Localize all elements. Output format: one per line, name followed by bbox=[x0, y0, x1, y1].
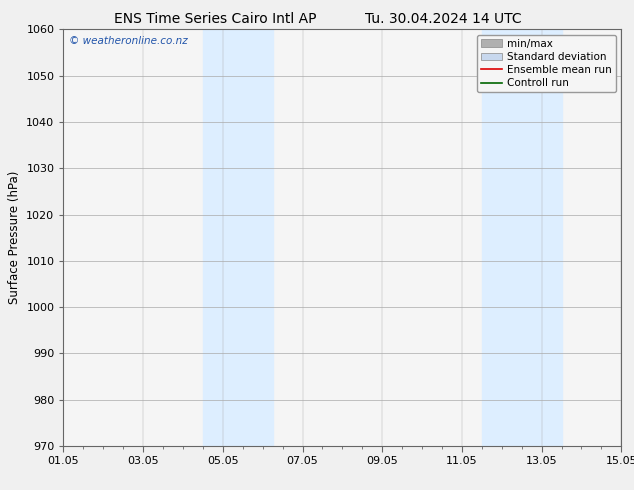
Text: © weatheronline.co.nz: © weatheronline.co.nz bbox=[69, 36, 188, 46]
Bar bbox=[482, 29, 562, 446]
Legend: min/max, Standard deviation, Ensemble mean run, Controll run: min/max, Standard deviation, Ensemble me… bbox=[477, 35, 616, 92]
Y-axis label: Surface Pressure (hPa): Surface Pressure (hPa) bbox=[8, 171, 21, 304]
Bar bbox=[203, 29, 273, 446]
Text: Tu. 30.04.2024 14 UTC: Tu. 30.04.2024 14 UTC bbox=[365, 12, 522, 26]
Text: ENS Time Series Cairo Intl AP: ENS Time Series Cairo Intl AP bbox=[114, 12, 317, 26]
